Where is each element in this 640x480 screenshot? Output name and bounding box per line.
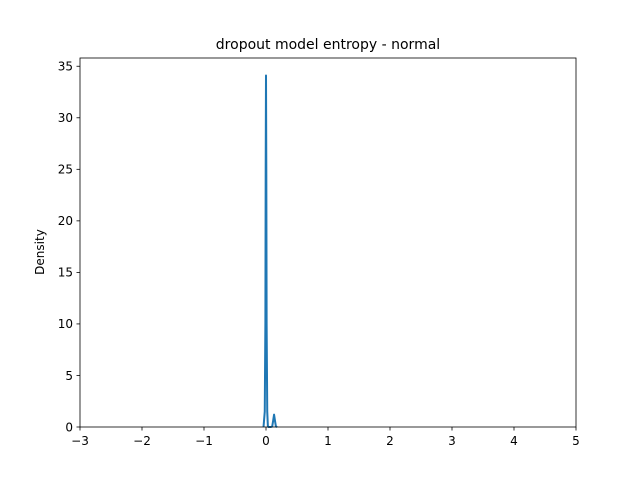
y-tick-label: 20 [58,214,73,228]
x-tick-label: 3 [448,434,456,448]
x-tick-label: −3 [71,434,89,448]
y-tick-label: 15 [58,266,73,280]
x-axis-ticks: −3 −2 −1 0 1 2 3 4 5 [71,427,580,448]
chart-title: dropout model entropy - normal [216,37,440,53]
x-tick-label: −2 [133,434,151,448]
y-tick-label: 35 [58,60,73,74]
y-tick-label: 30 [58,111,73,125]
y-tick-label: 25 [58,163,73,177]
x-tick-label: 0 [262,434,270,448]
x-tick-label: 1 [324,434,332,448]
x-tick-label: 4 [510,434,518,448]
x-tick-label: 5 [572,434,580,448]
x-tick-label: 2 [386,434,394,448]
density-line-series [262,74,278,428]
y-tick-label: 0 [65,420,73,434]
y-tick-label: 10 [58,317,73,331]
y-axis-ticks: 0 5 10 15 20 25 30 35 [58,60,80,434]
plot-area-frame [79,57,577,428]
x-tick-label: −1 [195,434,213,448]
y-tick-label: 5 [65,369,73,383]
y-axis-label: Density [33,229,47,275]
